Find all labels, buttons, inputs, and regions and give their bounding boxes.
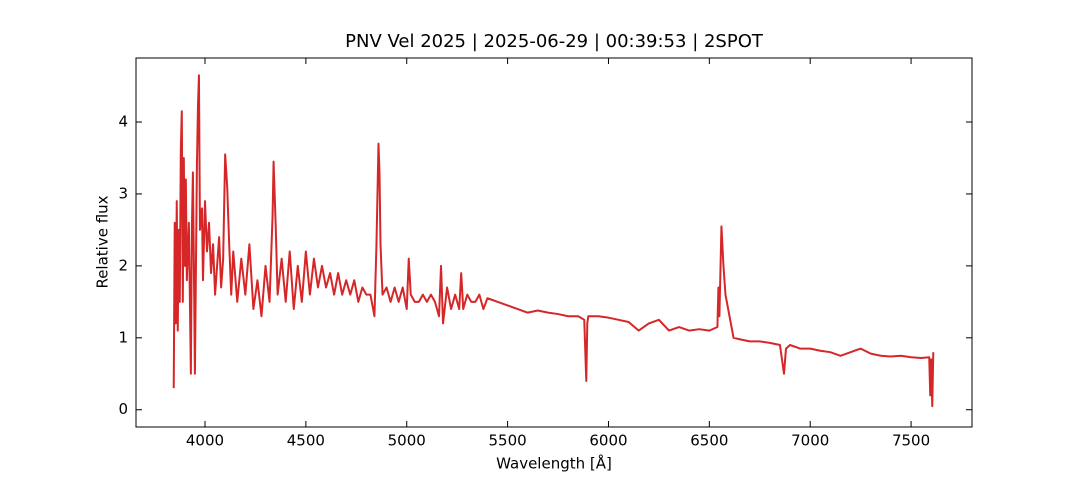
plot-frame [135,57,973,428]
x-tick-label: 4000 [186,432,224,450]
x-tick-label: 5500 [489,432,527,450]
y-tick-label: 4 [118,113,128,131]
spectrum-line [172,74,935,408]
y-tick-label: 3 [118,184,128,202]
x-tick-label: 4500 [287,432,325,450]
x-tick-label: 6500 [690,432,728,450]
x-tick-label: 7000 [791,432,829,450]
x-tick-label: 6000 [589,432,627,450]
y-tick-label: 2 [118,256,128,274]
y-axis-label: Relative flux [94,195,112,288]
y-tick-label: 1 [118,328,128,346]
chart-title: PNV Vel 2025 | 2025-06-29 | 00:39:53 | 2… [345,31,764,52]
x-tick-label: 7500 [892,432,930,450]
x-tick-label: 5000 [388,432,426,450]
y-tick-label: 0 [118,400,128,418]
x-axis-label: Wavelength [Å] [496,454,612,473]
